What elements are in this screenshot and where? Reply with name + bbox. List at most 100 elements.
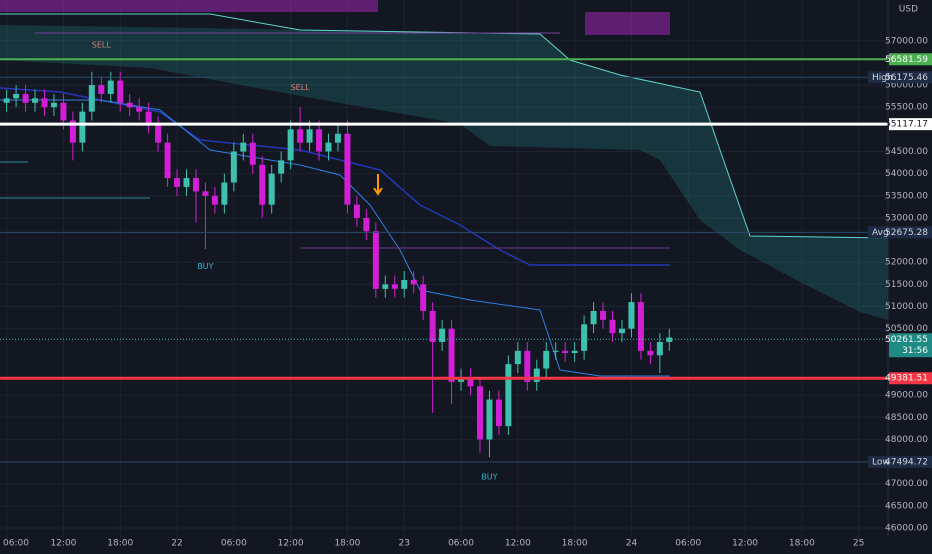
candle-body [391,284,398,289]
candle-body [32,98,39,103]
candle-body [297,129,304,143]
last-price-label: 50261.55 [885,335,928,345]
candle-body [88,85,95,112]
countdown: 31:56 [902,346,928,356]
currency: USD [899,5,918,15]
x-tick-label: 12:00 [505,539,531,549]
y-tick-label: 51000.00 [885,302,928,312]
level-label: 55117.17 [885,120,928,130]
zone [585,12,670,35]
candle-body [600,310,607,320]
candle-body [363,217,370,232]
level-badge [889,118,932,131]
candle-body [136,107,143,112]
candle-body [372,231,379,289]
y-tick-label: 52000.00 [885,258,928,268]
candle-body [240,142,247,152]
candle-body [439,328,446,342]
marker-value: 56175.46 [885,73,928,83]
level-badge [889,53,932,66]
candle-body [164,142,171,179]
candle-body [401,279,408,289]
y-tick-label: 47000.00 [885,479,928,489]
candle-body [476,386,483,440]
candle-body [618,328,625,334]
candle-body [656,341,663,356]
y-tick-label: 53500.00 [885,191,928,201]
candle-body [467,377,474,387]
candle-body [581,324,588,351]
candle-body [278,160,285,174]
arrow [373,174,383,196]
x-tick-label: 18:00 [789,539,815,549]
conversion-line [0,99,670,377]
candle-body [98,85,105,94]
candle-body [126,102,133,108]
candle-body [306,129,313,143]
candle-body [183,178,190,187]
candle-body [533,368,540,382]
candle-body [117,80,124,103]
signal-label: SELL [92,41,112,50]
candle-body [609,319,616,334]
candle-body [647,350,654,356]
candle-body [230,151,237,183]
candle-body [145,111,152,125]
y-tick-label: 51500.00 [885,280,928,290]
y-tick-label: 48500.00 [885,413,928,423]
candle-body [666,337,673,342]
overlay: SELL SELL BUY BUY [0,41,888,482]
candle-body [505,364,512,427]
level-label: 56581.59 [885,55,928,65]
signal-label: BUY [481,473,497,482]
candle-body [60,102,67,121]
candles [3,71,673,458]
cloud-edge [0,13,889,239]
y-tick-label: 48000.00 [885,435,928,445]
x-tick-label: 06:00 [675,539,701,549]
candle-body [486,399,493,440]
marker-name: Low [872,457,890,467]
candle-body [211,195,218,205]
marker-badge [868,455,932,468]
candle-body [22,93,29,103]
candle-body [50,102,57,108]
y-tick-label: 49000.00 [885,391,928,401]
y-tick-label: 54500.00 [885,147,928,157]
x-tick-label: 23 [399,539,410,549]
candle-body [79,111,86,143]
marker-value: 47494.72 [885,457,928,467]
marker-name: High [872,73,893,83]
y-tick-label: 50500.00 [885,324,928,334]
y-tick-label: 56000.00 [885,81,928,91]
candle-body [69,120,76,143]
x-tick-label: 06:00 [221,539,247,549]
candle-body [268,173,275,205]
y-tick-label: 46500.00 [885,501,928,511]
candle-body [524,350,531,382]
x-tick-label: 18:00 [107,539,133,549]
candle-body [259,164,266,205]
marker-badge [868,71,932,84]
y-tick-label: 54000.00 [885,169,928,179]
x-tick-label: 18:00 [334,539,360,549]
candle-body [287,129,294,161]
cloud [0,25,888,320]
y-tick-label: 57000.00 [885,36,928,46]
candle-body [344,133,351,205]
candle-body [571,350,578,354]
candle-body [221,182,228,205]
candle-body [562,350,569,354]
x-tick-label: 12:00 [278,539,304,549]
candle-body [353,204,360,218]
indicators [0,0,889,377]
y-tick-label: 46000.00 [885,524,928,534]
y-tick-label: 53000.00 [885,213,928,223]
baseline [0,87,670,266]
candle-body [316,129,323,152]
x-tick-label: 22 [171,539,182,549]
candle-body [249,142,256,165]
marker-badge [868,226,932,239]
candle-body [13,93,20,99]
